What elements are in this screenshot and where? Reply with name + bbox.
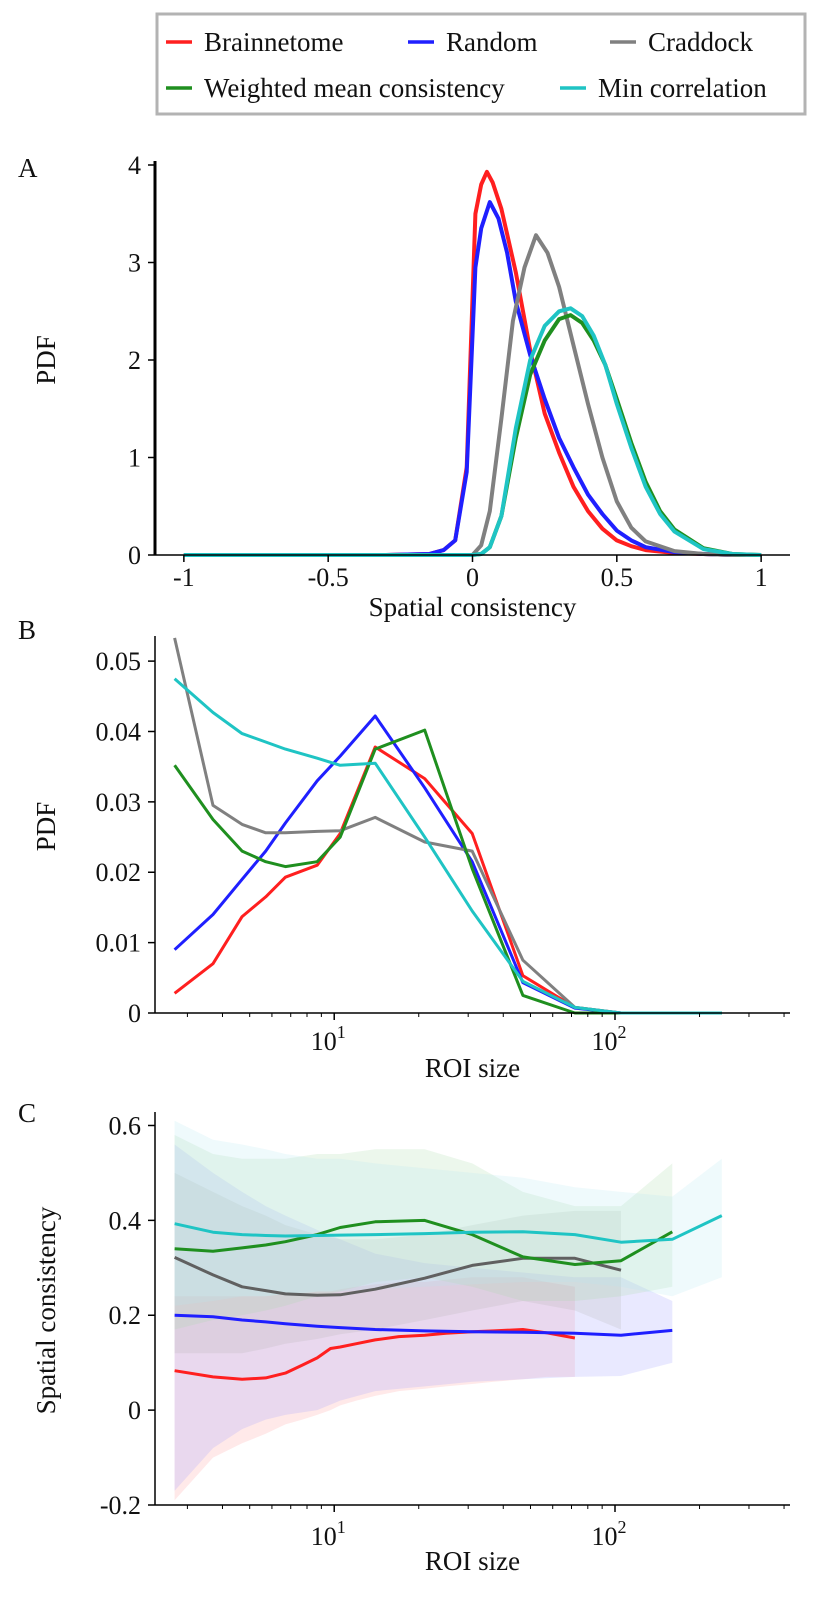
legend-label: Weighted mean consistency xyxy=(204,73,505,103)
legend-label: Random xyxy=(446,27,538,57)
x-tick-label: 0 xyxy=(466,563,479,592)
y-tick-label: 0.03 xyxy=(96,788,142,817)
line-random xyxy=(173,714,722,1015)
x-tick-label: 1 xyxy=(755,563,768,592)
legend-label: Brainnetome xyxy=(204,27,343,57)
y-tick-label: 0.04 xyxy=(96,717,142,746)
x-tick-label: 101 xyxy=(311,1022,346,1056)
x-axis-label: Spatial consistency xyxy=(369,592,577,622)
legend-item: Craddock xyxy=(610,27,753,57)
y-tick-label: 0 xyxy=(128,1396,141,1425)
y-tick-label: 1 xyxy=(128,444,141,473)
legend-item: Min correlation xyxy=(560,73,767,103)
band-random xyxy=(174,1144,673,1491)
legend-item: Brainnetome xyxy=(166,27,343,57)
legend-item: Random xyxy=(408,27,538,57)
legend-frame xyxy=(155,12,807,116)
line-min-correlation xyxy=(173,677,722,1015)
y-tick-label: -0.2 xyxy=(100,1491,141,1520)
y-tick-label: 3 xyxy=(128,249,141,278)
legend-label: Craddock xyxy=(648,27,753,57)
legend: Brainnetome Random Craddock Weighted mean c… xyxy=(155,12,807,116)
panel-label: B xyxy=(18,615,36,645)
x-tick-label: 0.5 xyxy=(601,563,634,592)
x-tick-label: 102 xyxy=(592,1022,627,1056)
x-tick-label: 101 xyxy=(311,1517,346,1551)
y-tick-label: 2 xyxy=(128,346,141,375)
y-axis-label: PDF xyxy=(31,802,61,852)
line-random xyxy=(174,1313,673,1337)
y-tick-label: 0.01 xyxy=(96,929,142,958)
band-min-correlation xyxy=(174,1120,722,1306)
y-tick-label: 0.4 xyxy=(109,1206,142,1235)
panel-b: B 0 0.01 0.02 0.03 0.04 0.05 101 102 ROI size PDF xyxy=(18,615,790,1083)
y-tick-label: 0.2 xyxy=(109,1301,142,1330)
panel-c: C -0.2 0 0.2 0.4 0.6 101 102 ROI size Spatial con… xyxy=(18,1098,790,1576)
line-min-correlation xyxy=(174,1214,723,1244)
y-tick-label: 0 xyxy=(128,999,141,1028)
line-weighted-mean-consistency xyxy=(174,1218,674,1266)
y-tick-label: 0.05 xyxy=(96,647,142,676)
panel-a: A 0 1 2 3 4 -1 -0.5 0 0.5 1 Spatial consistency PDF xyxy=(18,151,790,622)
y-tick-label: 0.02 xyxy=(96,858,142,887)
panel-label: C xyxy=(18,1098,36,1128)
panel-label: A xyxy=(18,153,38,183)
y-axis-label: Spatial consistency xyxy=(31,1206,61,1414)
band-craddock xyxy=(174,1172,621,1354)
y-tick-label: 0 xyxy=(128,541,141,570)
y-axis-label: PDF xyxy=(31,335,61,385)
x-tick-label: -1 xyxy=(173,563,195,592)
legend-label: Min correlation xyxy=(598,73,767,103)
x-tick-label: 102 xyxy=(592,1517,627,1551)
y-tick-label: 0.6 xyxy=(109,1111,142,1140)
line-min-correlation xyxy=(183,306,762,557)
line-brainnetome xyxy=(173,745,722,1015)
y-tick-label: 4 xyxy=(128,151,141,180)
x-tick-label: -0.5 xyxy=(308,563,349,592)
x-axis-label: ROI size xyxy=(425,1546,520,1576)
x-axis-label: ROI size xyxy=(425,1053,520,1083)
legend-item: Weighted mean consistency xyxy=(166,73,505,103)
